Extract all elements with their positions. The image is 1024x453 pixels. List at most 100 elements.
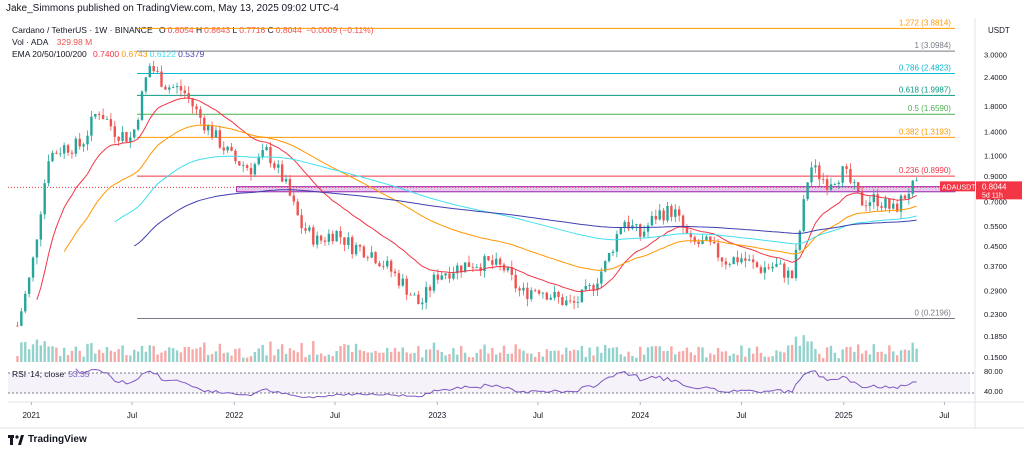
candle-body xyxy=(152,66,155,72)
volume-bar xyxy=(915,348,918,362)
volume-bar xyxy=(308,354,311,362)
volume-bar xyxy=(693,355,696,362)
symbol-name[interactable]: Cardano / TetherUS · 1W · BINANCE xyxy=(12,25,153,35)
volume-bar xyxy=(86,343,89,362)
candle-body xyxy=(401,278,405,286)
candle-body xyxy=(315,235,319,245)
candle-body xyxy=(568,300,572,302)
volume-bar xyxy=(432,342,436,362)
candle-body xyxy=(572,301,576,303)
candle-body xyxy=(689,233,693,238)
volume-bar xyxy=(487,353,490,362)
candle-body xyxy=(549,297,552,300)
candle-body xyxy=(284,178,288,182)
candle-body xyxy=(713,241,716,244)
candle-body xyxy=(755,262,759,268)
volume-bar xyxy=(860,353,864,362)
x-tick-label: Jul xyxy=(127,411,137,420)
ohlc-open-label: O xyxy=(159,25,166,35)
candle-body xyxy=(876,194,879,207)
fib-level-label: 0.618 (1.9987) xyxy=(899,85,951,94)
candle-body xyxy=(179,86,183,91)
volume-bar xyxy=(129,355,132,362)
volume-bar xyxy=(378,352,381,362)
rsi-legend[interactable]: RSI 14, close 53.35 xyxy=(12,369,93,379)
x-tick-label: Jul xyxy=(533,411,543,420)
x-tick-label: 2023 xyxy=(428,411,446,420)
candle-body xyxy=(187,93,190,99)
candle-body xyxy=(129,137,132,142)
volume-bar xyxy=(273,355,276,362)
candle-body xyxy=(759,267,763,273)
ema-label[interactable]: EMA 20/50/100/200 xyxy=(12,49,87,59)
candle-body xyxy=(786,270,790,278)
candle-body xyxy=(479,267,482,272)
volume-bar xyxy=(798,345,802,362)
candle-body xyxy=(794,249,798,279)
candle-body xyxy=(113,126,116,137)
x-tick-label: Jul xyxy=(330,411,340,420)
volume-bar xyxy=(533,356,537,362)
volume-bar xyxy=(833,352,837,362)
y-tick-label: 0.7000 xyxy=(984,197,1007,206)
y-tick-label: 0.4500 xyxy=(984,242,1007,251)
volume-bar xyxy=(405,352,408,362)
candle-body xyxy=(292,195,296,202)
volume-bar xyxy=(483,344,486,362)
candle-body xyxy=(210,125,214,138)
rsi-top-label: 80.00 xyxy=(984,367,1003,376)
volume-bar xyxy=(736,354,739,362)
candle-body xyxy=(903,195,907,199)
candle-body xyxy=(339,230,342,238)
candle-body xyxy=(351,237,354,255)
candle-body xyxy=(857,182,860,192)
volume-bar xyxy=(623,356,626,362)
volume-bar xyxy=(549,350,552,362)
candle-body xyxy=(837,182,840,185)
volume-bar xyxy=(592,355,595,362)
volume-bar xyxy=(775,350,778,362)
y-tick-label: 2.4000 xyxy=(984,73,1007,82)
candle-body xyxy=(308,227,311,231)
candle-body xyxy=(257,156,260,165)
candle-body xyxy=(510,267,513,275)
volume-bar xyxy=(728,355,731,362)
volume-bar xyxy=(751,353,755,362)
volume-bar xyxy=(319,353,323,362)
volume-bar xyxy=(716,347,720,362)
volume-bar xyxy=(646,347,650,362)
volume-bar xyxy=(553,350,556,362)
candle-body xyxy=(798,231,802,250)
volume-bar xyxy=(491,348,494,362)
candle-body xyxy=(537,290,541,294)
candle-body xyxy=(86,135,89,145)
volume-bar xyxy=(97,349,101,362)
candle-body xyxy=(195,106,198,110)
volume-bar xyxy=(417,345,420,362)
volume-label[interactable]: Vol · ADA xyxy=(12,37,49,47)
price-tag-box xyxy=(976,181,1022,200)
candle-body xyxy=(269,147,272,164)
price-tag-symbol-box xyxy=(940,181,975,192)
volume-bar xyxy=(744,356,747,362)
rsi-band xyxy=(8,373,970,393)
candle-body xyxy=(635,224,638,226)
ema100-line xyxy=(114,155,917,245)
candle-body xyxy=(117,136,120,141)
candle-body xyxy=(463,262,467,273)
candle-body xyxy=(366,257,369,259)
y-tick-label: 0.2900 xyxy=(984,286,1007,295)
tradingview-footer[interactable]: TradingView xyxy=(8,434,87,445)
volume-bar xyxy=(105,347,109,362)
volume-bar xyxy=(510,353,513,362)
ema200-value: 0.5379 xyxy=(178,49,205,59)
volume-bar xyxy=(51,346,54,362)
rsi-bottom-label: 40.00 xyxy=(984,387,1003,396)
volume-bar xyxy=(90,343,93,362)
volume-bar xyxy=(117,349,120,362)
candle-body xyxy=(312,227,315,245)
volume-bar xyxy=(327,354,331,362)
candle-body xyxy=(607,253,611,262)
volume-bar xyxy=(444,355,447,362)
